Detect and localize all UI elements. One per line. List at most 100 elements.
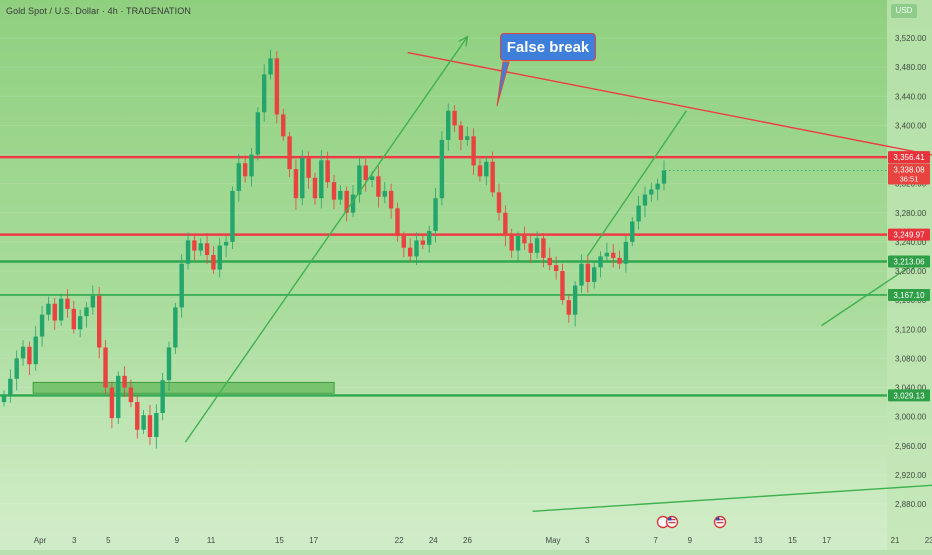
support-price-badge: 3,029.13 [893,391,925,400]
candle-body [528,243,533,253]
candle-body [338,190,343,200]
candle-body [553,265,559,271]
time-tick-label: 22 [395,536,404,545]
time-tick-label: 24 [429,536,438,545]
price-tick-label: 3,400.00 [895,121,927,130]
candle-body [617,257,622,264]
candle-body [503,212,508,235]
candle-body [274,58,280,115]
candle-body [547,257,552,266]
candle-body [135,402,140,430]
support-zone [32,381,335,394]
candle-body [572,285,578,315]
candle-body [623,241,629,264]
candle-body [344,190,349,213]
candle-body [27,346,32,365]
candle-body [103,347,108,388]
candle-body [560,271,565,301]
flag-canton [716,517,720,521]
candle-body [293,169,299,199]
candle-body [122,375,127,388]
time-tick-label: 15 [275,536,284,545]
price-tick-label: 3,120.00 [895,325,927,334]
resistance-price-badge-bg [888,151,930,164]
candle-body [401,236,407,248]
candle-body [325,160,330,183]
candle-body [604,252,610,257]
candle-body [407,247,413,257]
resistance-price-badge-bg [888,228,930,241]
time-tick-label: 3 [72,536,77,545]
flag-canton [668,517,672,521]
candle-body [77,316,83,330]
candle-body [566,300,572,315]
candle-body [166,347,172,381]
candle-body [420,240,426,245]
candle-body [198,243,203,251]
bar-countdown: 36:51 [900,174,919,183]
candle-body [261,74,267,113]
candle-body [109,387,115,419]
time-axis[interactable]: Apr359111517222426May37913151721232729Ju… [34,536,932,545]
candle-body [116,375,121,419]
callout-pointer [496,61,510,107]
candle-body [39,314,45,337]
symbol-title: Gold Spot / U.S. Dollar · 4h · TRADENATI… [6,6,191,16]
candle-body [585,263,591,282]
time-tick-label: 21 [891,536,900,545]
candle-body [230,190,235,242]
time-tick-label: 9 [688,536,693,545]
grid-layer [0,37,887,505]
support-price-badge-bg [888,255,930,268]
candle-body [33,336,38,365]
candle-body [414,240,419,257]
candle-body [388,190,394,209]
flag-stripe [668,519,676,521]
candle-body [579,263,584,286]
candle-body [591,267,597,282]
price-tick-label: 3,480.00 [895,63,927,72]
time-tick-label: 13 [754,536,763,545]
candle-body [350,194,356,213]
candle-body [598,256,603,268]
candle-body [173,307,178,348]
candle-body [204,243,210,255]
trendline-arrowhead [458,35,469,47]
currency-badge[interactable]: USD [891,4,917,18]
trendlines-layer [184,35,932,512]
price-tick-label: 3,280.00 [895,209,927,218]
price-badges-layer: 3,356.41 3,249.97 3,213.06 3,167.10 3,029.13… [888,151,930,402]
support-trendline [184,36,469,443]
candle-body [211,254,216,270]
time-tick-label: 5 [106,536,111,545]
candles-layer [1,49,667,449]
candle-body [20,346,26,359]
candle-body [268,58,273,75]
candle-body [630,221,635,242]
current-price-badge: 3,338.08 [893,165,925,174]
candle-body [319,160,324,199]
candle-body [58,298,64,321]
time-tick-label: 11 [207,536,216,545]
candle-body [471,136,476,166]
time-tick-label: 9 [175,536,180,545]
candle-body [255,112,261,155]
price-tick-label: 2,960.00 [895,442,927,451]
price-tick-label: 2,920.00 [895,471,927,480]
time-tick-label: 17 [822,536,831,545]
price-tick-label: 3,080.00 [895,354,927,363]
candle-body [642,194,648,206]
candle-body [185,240,191,264]
price-tick-label: 3,440.00 [895,92,927,101]
candle-body [46,303,51,315]
candle-body [242,163,248,177]
candle-body [96,295,102,348]
candle-body [465,136,470,140]
calendar-flag-icons[interactable] [656,515,727,529]
zone-layer [32,381,335,394]
resistance-price-badge: 3,356.41 [893,153,925,162]
candle-body [147,415,153,438]
candle-body [458,125,464,140]
